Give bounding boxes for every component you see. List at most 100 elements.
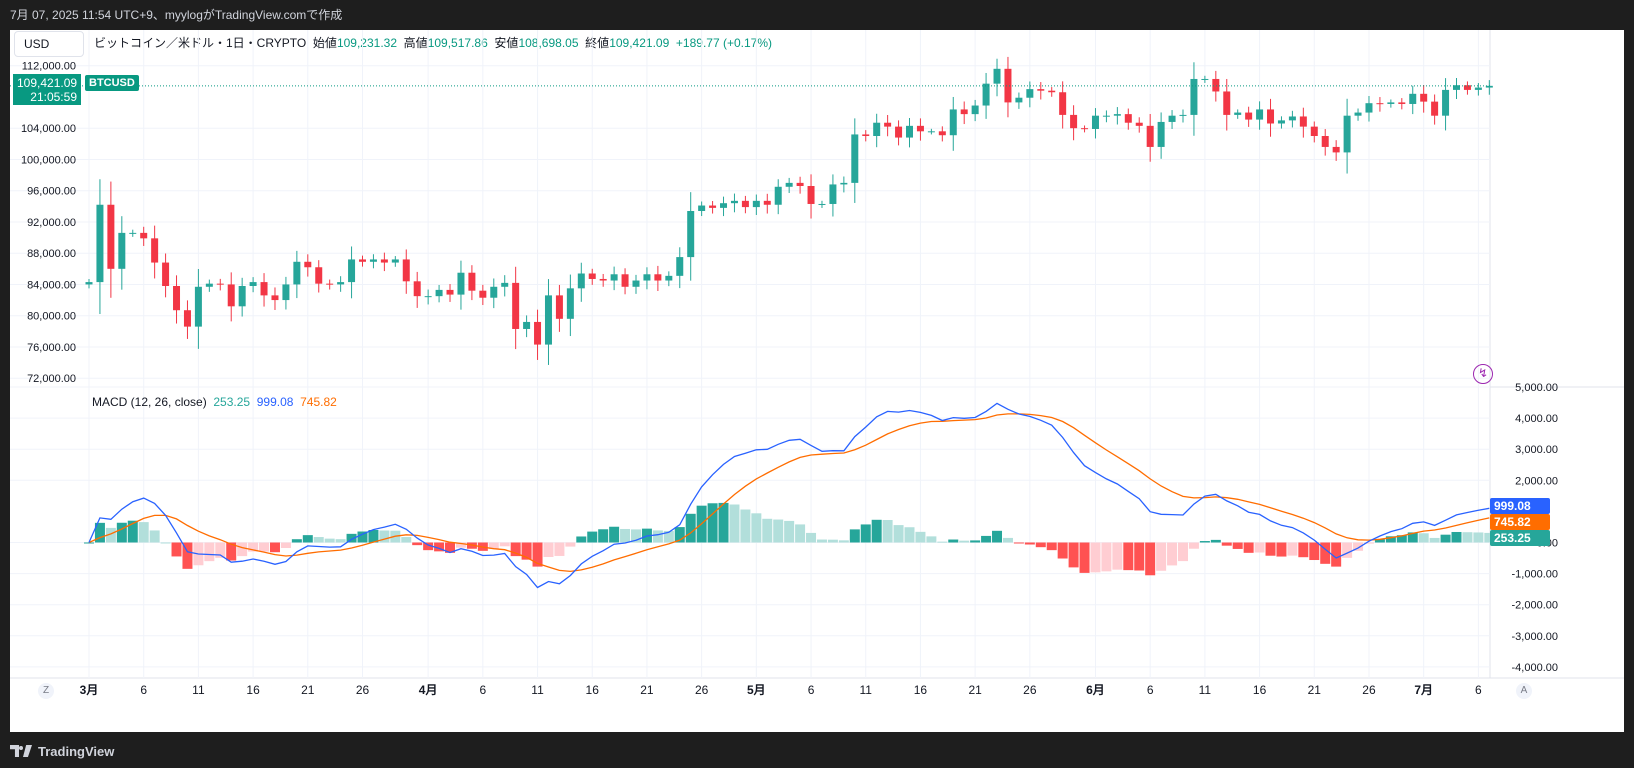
price-tick-label: 100,000.00 xyxy=(21,154,76,166)
macd-hist-bar xyxy=(368,529,379,543)
candle-body xyxy=(1354,112,1362,116)
candle-body xyxy=(260,282,268,296)
macd-legend: MACD (12, 26, close) 253.25 999.08 745.8… xyxy=(92,392,337,412)
price-tick-label: 112,000.00 xyxy=(22,61,76,73)
price-tick-label: 84,000.00 xyxy=(27,279,76,291)
candle-body xyxy=(501,282,509,287)
candle-body xyxy=(1365,103,1373,113)
candle-body xyxy=(380,259,388,263)
macd-hist-bar xyxy=(1407,532,1418,543)
macd-hist-bar xyxy=(1462,532,1473,543)
candle-body xyxy=(107,204,115,269)
currency-selector[interactable]: USD xyxy=(14,31,84,57)
macd-hist-bar xyxy=(259,542,270,552)
macd-hist-bar xyxy=(1046,542,1057,551)
tradingview-logo-icon xyxy=(10,745,32,757)
time-tick-label: 26 xyxy=(695,683,709,697)
auto-scale-button[interactable]: A xyxy=(1516,683,1532,699)
macd-hist-bar xyxy=(510,542,521,557)
macd-hist-bar xyxy=(674,527,685,543)
macd-hist-bar xyxy=(171,542,182,557)
macd-hist-bar xyxy=(1068,542,1079,568)
candle-body xyxy=(534,321,542,345)
signal-line xyxy=(88,413,1490,573)
macd-line xyxy=(88,402,1490,589)
candle-body xyxy=(402,259,410,282)
candle-body xyxy=(1026,89,1034,98)
time-tick-label: 11 xyxy=(192,683,205,697)
open-value: 109,231.32 xyxy=(336,36,397,50)
candle-body xyxy=(938,131,946,136)
candle-body xyxy=(829,184,837,204)
candle-body xyxy=(1135,122,1143,126)
time-tick-label: 26 xyxy=(356,683,370,697)
chart-frame[interactable]: USD ビットコイン／米ドル・1日・CRYPTO 始値109,231.32 高値… xyxy=(10,30,1624,732)
candle-body xyxy=(1485,85,1493,88)
candle-body xyxy=(599,278,607,281)
high-label: 高値 xyxy=(403,36,428,50)
macd-hist-bar xyxy=(740,509,751,543)
candle-body xyxy=(1420,93,1428,102)
macd-hist-bar xyxy=(412,542,423,546)
lightning-icon[interactable]: ↯ xyxy=(1473,364,1493,384)
candle-body xyxy=(162,262,170,286)
macd-hist-bar xyxy=(445,542,456,553)
candle-body xyxy=(1223,91,1231,115)
macd-hist-bar xyxy=(204,542,215,562)
macd-hist-bar xyxy=(1353,542,1364,551)
macd-line-tag: 999.08 xyxy=(1490,498,1550,514)
candle-body xyxy=(151,238,159,263)
candle-body xyxy=(1332,146,1340,153)
candle-body xyxy=(960,109,968,115)
candle-body xyxy=(85,282,93,285)
close-label: 終値 xyxy=(585,36,610,50)
candle-body xyxy=(194,286,202,327)
zoom-left-button[interactable]: Z xyxy=(38,683,54,699)
macd-hist-bar xyxy=(280,542,291,549)
macd-hist-bar xyxy=(138,522,149,543)
macd-tick-label: -1,000.00 xyxy=(1512,569,1558,581)
macd-hist-bar xyxy=(1090,542,1101,573)
time-tick-label: 5月 xyxy=(747,683,766,697)
macd-hist-bar xyxy=(1429,537,1440,543)
macd-hist-bar xyxy=(1451,531,1462,543)
macd-hist-bar xyxy=(1320,542,1331,564)
macd-hist-bar xyxy=(226,542,237,561)
candle-body xyxy=(1321,136,1329,147)
candle-body xyxy=(129,232,137,234)
price-tick-label: 76,000.00 xyxy=(27,342,76,354)
macd-hist-bar xyxy=(1156,542,1167,571)
macd-hist-bar xyxy=(455,542,466,548)
candle-body xyxy=(1146,125,1154,147)
candle-body xyxy=(720,203,728,208)
macd-hist-bar xyxy=(1188,542,1199,549)
candle-body xyxy=(238,286,246,307)
candle-body xyxy=(326,283,334,285)
macd-hist-bar xyxy=(1309,542,1320,561)
macd-hist-bar xyxy=(1331,542,1342,567)
macd-hist-bar xyxy=(1287,542,1298,556)
macd-hist-bar xyxy=(1024,542,1035,545)
macd-hist-bar xyxy=(357,531,368,543)
candle-body xyxy=(1299,116,1307,127)
macd-hist-bar xyxy=(105,527,116,543)
chart-canvas[interactable]: 72,000.00 76,000.00 80,000.00 84,000.00 88,0… xyxy=(10,30,1624,732)
candle-body xyxy=(1431,101,1439,116)
macd-hist-bar xyxy=(1134,542,1145,571)
candle-body xyxy=(785,182,793,187)
candle-body xyxy=(610,274,618,281)
macd-hist-bar xyxy=(773,519,784,543)
candle-body xyxy=(348,259,356,283)
time-tick-label: 11 xyxy=(531,683,544,697)
price-axis: 72,000.00 76,000.00 80,000.00 84,000.00 88,0… xyxy=(21,61,76,386)
time-tick-label: 16 xyxy=(1253,683,1267,697)
macd-hist-bar xyxy=(915,531,926,543)
candle-body xyxy=(588,273,596,279)
candle-body xyxy=(1376,103,1384,105)
macd-hist-bar xyxy=(926,536,937,543)
time-tick-label: 7月 xyxy=(1414,683,1433,697)
candle-body xyxy=(1091,115,1099,129)
candle-body xyxy=(763,200,771,205)
candle-body xyxy=(796,182,804,186)
high-value: 109,517.86 xyxy=(427,36,488,50)
